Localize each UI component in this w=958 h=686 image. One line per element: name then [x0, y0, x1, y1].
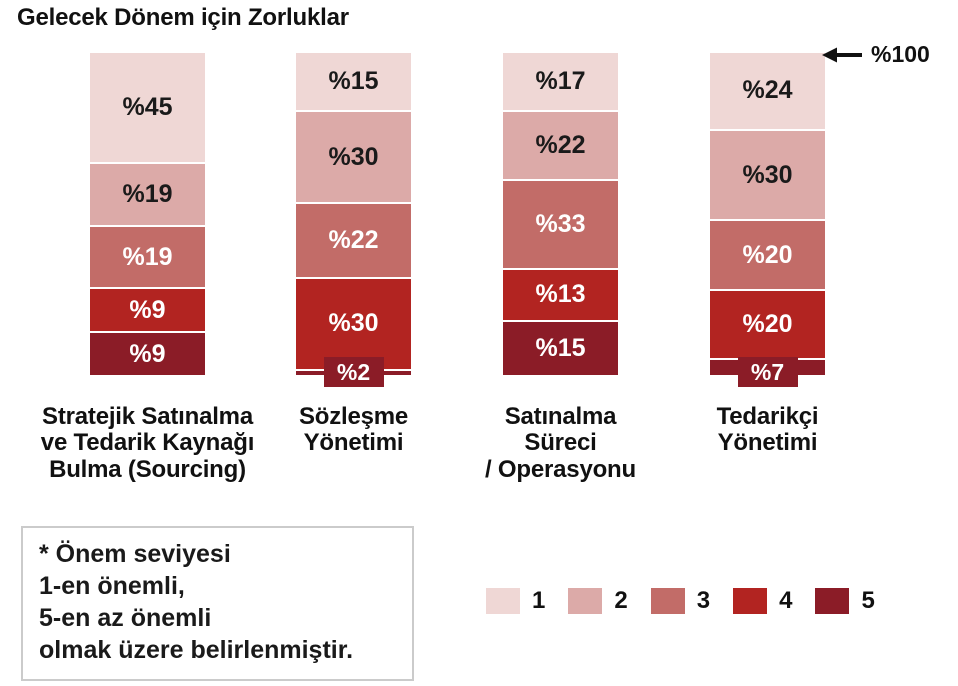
bar-segment-level-1: %15 [296, 53, 411, 111]
bar-segment-level-1: %24 [710, 53, 825, 129]
segment-value-label: %24 [742, 76, 793, 105]
category-label-line: Bulma (Sourcing) [49, 455, 246, 483]
segment-value-label: %30 [742, 160, 793, 189]
stacked-bar: %15 %30 %22 %30 %2 [296, 53, 411, 387]
bar-segment-level-3: %33 [503, 180, 618, 269]
note-line: * Önem seviyesi [39, 540, 231, 568]
category-label-line: Stratejik Satınalma [42, 403, 253, 430]
bar-segment-level-4: %20 [710, 290, 825, 359]
bar-segment-level-4: %30 [296, 278, 411, 369]
segment-value-label: %20 [742, 240, 793, 269]
legend-swatch-3 [650, 588, 685, 614]
legend-swatch-1 [486, 588, 520, 614]
category-label: Satınalma Süreci / Operasyonu [426, 403, 696, 483]
category-label-line: Yönetimi [717, 429, 818, 457]
legend-swatch-5 [815, 588, 850, 614]
bar-segment-level-5: %15 [503, 321, 618, 375]
segment-value-tab: %2 [323, 357, 384, 387]
category-label-line: Süreci [524, 429, 597, 457]
legend-swatch-2 [568, 588, 603, 614]
category-label-line: Tedarikçi [716, 403, 819, 430]
segment-value-label: %30 [328, 142, 379, 171]
bar-segment-level-3: %20 [710, 221, 825, 289]
segment-value-tab: %7 [737, 357, 798, 387]
note-line: 5-en az önemli [39, 604, 212, 632]
bar-segment-level-2: %30 [710, 130, 825, 220]
segment-value-label: %13 [535, 280, 586, 309]
category-label-line: Sözleşme [298, 403, 409, 430]
segment-value-label: %45 [122, 93, 173, 122]
legend-label: 2 [614, 587, 628, 614]
segment-value-label: %30 [328, 309, 379, 338]
legend-label: 3 [696, 587, 711, 614]
bar-segment-level-5: %9 [90, 333, 205, 375]
category-label: Stratejik Satınalma ve Tedarik Kaynağı Bul… [13, 403, 283, 483]
segment-value-label: %15 [535, 333, 586, 362]
category-label-line: Satınalma [504, 403, 617, 430]
legend-label: 1 [532, 587, 546, 614]
segment-value-label: %33 [535, 209, 586, 238]
bar-segment-level-3: %22 [296, 204, 411, 277]
hundred-percent-label: %100 [871, 41, 930, 67]
category-label: Sözleşme Yönetimi [219, 403, 489, 457]
segment-value-label: %22 [535, 130, 586, 159]
stacked-bar: %45 %19 %19 %9 %9 [90, 53, 205, 375]
bar-segment-level-4: %9 [90, 289, 205, 332]
segment-value-label: %15 [328, 67, 379, 96]
importance-note-box: * Önem seviyesi 1-en önemli, 5-en az öne… [21, 526, 414, 681]
bar-segment-level-2: %30 [296, 112, 411, 203]
bar-segment-level-2: %19 [90, 164, 205, 225]
bar-segment-level-3: %19 [90, 226, 205, 288]
chart-title: Gelecek Dönem için Zorluklar [17, 4, 349, 31]
category-label-line: ve Tedarik Kaynağı [40, 429, 255, 457]
segment-value-label: %22 [328, 226, 379, 255]
bar-segment-level-1: %17 [503, 53, 618, 111]
bar-segment-level-1: %45 [90, 53, 205, 163]
segment-value-label: %19 [122, 179, 173, 208]
bar-segment-level-4: %13 [503, 270, 618, 320]
segment-value-label: %19 [122, 242, 173, 271]
segment-value-label: %17 [535, 67, 586, 96]
stacked-bar: %17 %22 %33 %13 %15 [503, 53, 618, 375]
importance-legend: 1 2 3 4 5 [486, 588, 898, 614]
legend-label: 5 [861, 587, 875, 614]
left-arrow-icon [822, 47, 862, 62]
note-line: 1-en önemli, [39, 572, 185, 600]
category-label: Tedarikçi Yönetimi [633, 403, 903, 457]
segment-value-label: %9 [129, 295, 166, 324]
segment-value-label: %20 [742, 309, 793, 338]
segment-value-label: %9 [129, 339, 166, 368]
legend-label: 4 [779, 587, 793, 614]
note-line: olmak üzere belirlenmiştir. [39, 636, 354, 664]
category-label-line: Yönetimi [303, 429, 404, 457]
bar-segment-level-2: %22 [503, 112, 618, 179]
hundred-percent-annotation: %100 [822, 41, 930, 68]
stacked-bar: %24 %30 %20 %20 %7 [710, 53, 825, 387]
legend-swatch-4 [733, 588, 768, 614]
category-label-line: / Operasyonu [485, 455, 636, 483]
